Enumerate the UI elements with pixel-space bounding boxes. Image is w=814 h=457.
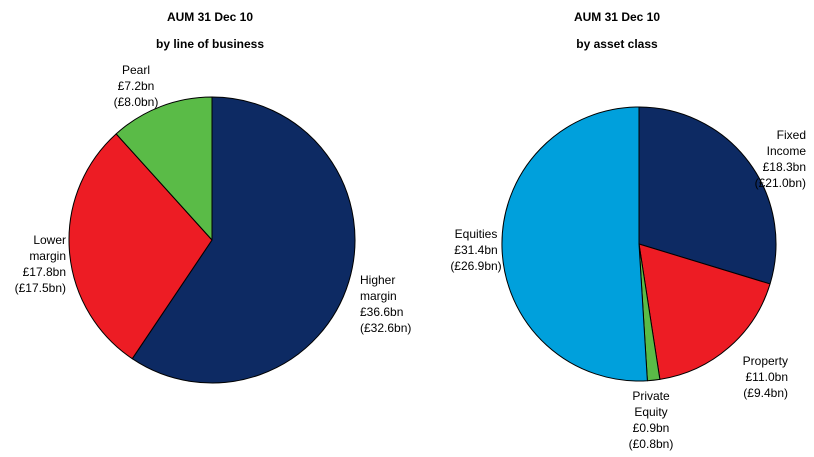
pie-slice-lower-margin [68, 133, 213, 360]
label-line: Fixed [776, 128, 806, 142]
pie-slice-fixed-income [638, 106, 777, 285]
label-line: Income [766, 144, 806, 158]
label-line: (£9.4bn) [743, 386, 788, 400]
label-line: £0.9bn [632, 421, 670, 435]
label-line: (£0.8bn) [628, 437, 674, 451]
pie-plot [501, 106, 777, 382]
slice-label-lower-margin: Lower margin £17.8bn (£17.5bn) [4, 232, 66, 296]
pie-plot [68, 96, 356, 384]
chart-title: AUM 31 Dec 10 [573, 10, 661, 24]
pie-slice-pearl [115, 96, 213, 241]
label-line: £7.2bn [117, 79, 155, 93]
label-line: margin [29, 249, 66, 263]
label-line: Pearl [121, 63, 150, 77]
label-line: (£26.9bn) [450, 259, 502, 273]
pie-slice-property [638, 243, 771, 380]
label-line: £31.4bn [454, 243, 498, 257]
label-line: (£8.0bn) [113, 95, 159, 109]
label-line: Higher [360, 273, 396, 287]
label-line: margin [360, 289, 397, 303]
label-line: (£17.5bn) [14, 281, 66, 295]
asset-class-pie-chart: AUM 31 Dec 10 by asset class Fixed Incom… [420, 0, 814, 457]
chart-subtitle: by line of business [155, 37, 265, 51]
slice-label-pearl: Pearl £7.2bn (£8.0bn) [96, 62, 176, 110]
label-line: Equity [634, 405, 668, 419]
slice-label-equities: Equities £31.4bn (£26.9bn) [440, 226, 512, 274]
label-line: £11.0bn [745, 370, 789, 384]
line-of-business-pie-chart: AUM 31 Dec 10 by line of business Higher… [4, 10, 411, 384]
label-line: £17.8bn [22, 265, 66, 279]
pie-slice-equities [501, 106, 648, 382]
slice-label-higher-margin: Higher margin £36.6bn (£32.6bn) [360, 272, 411, 336]
chart-title: AUM 31 Dec 10 [166, 10, 254, 24]
label-line: (£32.6bn) [360, 321, 412, 335]
label-line: Equities [454, 227, 498, 241]
slice-label-fixed-income: Fixed Income £18.3bn (£21.0bn) [726, 127, 806, 191]
chart-subtitle: by asset class [576, 37, 658, 51]
label-line: Property [742, 354, 788, 368]
label-line: Lower [33, 233, 66, 247]
pie-slice-higher-margin [131, 96, 356, 384]
label-line: Private [632, 389, 670, 403]
label-line: £18.3bn [762, 160, 806, 174]
label-line: £36.6bn [360, 305, 404, 319]
label-line: (£21.0bn) [754, 176, 806, 190]
slice-label-private-equity: Private Equity £0.9bn (£0.8bn) [616, 388, 686, 452]
slice-label-property: Property £11.0bn (£9.4bn) [716, 353, 788, 401]
